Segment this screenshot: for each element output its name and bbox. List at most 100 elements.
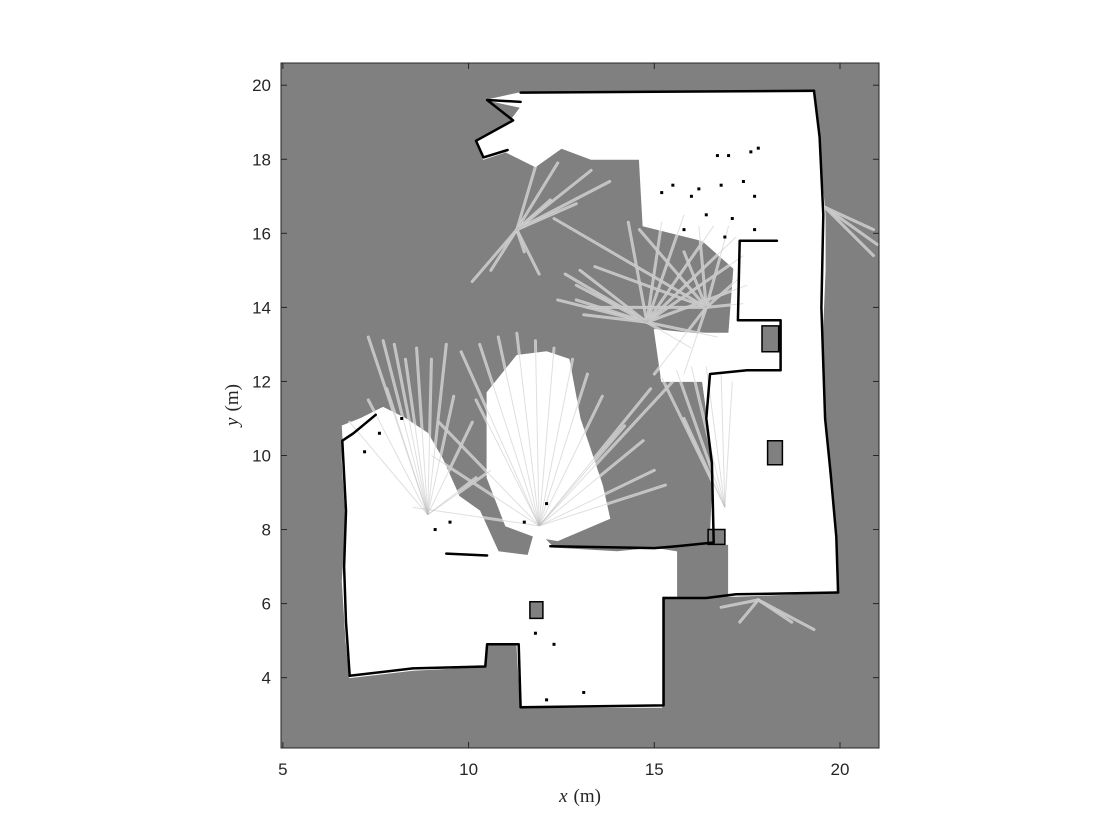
axes-frame <box>280 62 880 749</box>
ray-trace-overlay <box>646 255 744 323</box>
ray-trace-overlay <box>516 169 592 231</box>
occupied-cell <box>756 146 760 150</box>
ray-trace <box>719 598 760 609</box>
ray-trace-overlay <box>490 229 518 271</box>
y-axis: 4 6 8 10 12 14 16 18 20 <box>252 76 879 688</box>
ray-trace-overlay <box>538 388 651 527</box>
ray-trace-overlay <box>538 373 588 526</box>
ray-trace <box>593 265 708 309</box>
ray-trace <box>515 165 537 232</box>
ray-trace-overlay <box>646 222 663 323</box>
y-axis-label-var: y <box>222 417 243 428</box>
occupied-cell <box>545 502 549 506</box>
ray-trace-overlay <box>349 421 429 516</box>
ray-trace-overlay <box>653 307 707 375</box>
ray-trace-overlay <box>724 381 733 508</box>
ray-trace-overlay <box>576 299 648 323</box>
occupied-cell <box>697 187 701 191</box>
ray-trace-overlay <box>538 440 644 527</box>
occupied-wall-east-wall <box>812 89 840 594</box>
ray-trace-overlay <box>516 166 536 230</box>
ray-trace-overlay <box>427 421 473 515</box>
ray-trace <box>645 220 664 324</box>
ray-trace <box>823 205 875 258</box>
unknown-region-obstacle-block-2 <box>529 600 544 620</box>
occupied-cell <box>533 631 537 635</box>
occupied-cell <box>704 213 708 217</box>
x-axis-label: x (m) <box>558 786 601 807</box>
occupied-cell <box>719 183 723 187</box>
occupied-wall-inner-wall-1 <box>445 552 489 557</box>
ray-trace-overlay <box>416 348 429 515</box>
unknown-region-table-block <box>761 325 780 353</box>
ray-trace-overlay <box>516 229 525 252</box>
ray-trace <box>515 202 578 232</box>
ray-trace-overlay <box>516 162 559 230</box>
free-region-west-wing <box>341 406 470 553</box>
ray-trace-overlay <box>824 207 874 256</box>
ray-trace-overlay <box>497 336 540 526</box>
ray-trace-overlay <box>720 374 726 508</box>
ray-trace <box>515 161 560 232</box>
ray-trace-overlay <box>479 344 540 526</box>
occupied-cell <box>730 217 734 221</box>
ray-trace-overlay <box>824 206 878 245</box>
ray-trace <box>578 268 649 324</box>
ray-trace <box>738 598 760 624</box>
occupied-wall-upper-left-edge <box>474 98 522 159</box>
ray-trace-overlay <box>683 418 726 508</box>
occupied-cell <box>400 416 404 420</box>
occupied-cell <box>753 194 757 198</box>
occupied-cell <box>448 520 452 524</box>
ray-trace <box>823 205 875 232</box>
ray-trace-overlay <box>475 399 540 527</box>
ray-trace-overlay <box>698 225 707 308</box>
ray-trace-overlay <box>576 284 648 323</box>
ray-trace-overlay <box>646 225 715 323</box>
ray-trace-overlay <box>382 340 429 515</box>
ray-trace-overlay <box>583 314 647 323</box>
ray-trace-overlay <box>538 484 666 527</box>
y-axis-label-unit: (m) <box>222 384 243 411</box>
occupied-cell <box>377 431 381 435</box>
ray-trace-overlay <box>427 396 455 515</box>
y-tick-label: 10 <box>252 446 271 465</box>
ray-trace-overlay <box>824 206 874 231</box>
ray-trace <box>626 220 649 324</box>
ray-trace-overlay <box>427 469 492 516</box>
ray-trace-overlay <box>627 222 648 323</box>
occupied-wall-inner-wall-3 <box>675 541 715 548</box>
ray-trace <box>823 205 879 246</box>
ray-trace-overlay <box>646 321 718 338</box>
ray-trace-overlay <box>538 381 674 527</box>
occupied-cell <box>522 520 526 524</box>
x-axis: 5 10 15 20 <box>278 63 849 779</box>
occupied-cell <box>582 690 586 694</box>
y-tick-label: 14 <box>252 298 271 317</box>
occupied-cell <box>433 528 437 532</box>
x-tick-label: 10 <box>459 760 478 779</box>
ray-trace-overlay <box>661 377 726 508</box>
ray-trace-overlay <box>557 299 647 323</box>
ray-trace-overlay <box>683 307 707 375</box>
ray-trace-overlay <box>758 599 815 630</box>
ray-trace-overlay <box>646 236 737 323</box>
ray-trace-overlay <box>516 181 610 231</box>
ray-trace-overlay <box>538 425 625 527</box>
ray-trace-overlay <box>516 199 551 230</box>
occupied-cell <box>727 154 731 158</box>
occupied-cell <box>552 642 556 646</box>
occupied-cell <box>689 194 693 198</box>
y-tick-label: 4 <box>262 669 271 688</box>
y-tick-label: 8 <box>262 521 271 540</box>
x-axis-label-var: x <box>558 786 568 807</box>
occupied-wall-south-east-wall <box>662 591 840 600</box>
ray-trace-overlay <box>646 321 692 349</box>
occupied-cell <box>741 179 745 183</box>
occupied-cell <box>753 228 757 232</box>
ray-trace-overlay <box>639 229 707 308</box>
occupied-cell <box>671 183 675 187</box>
occupied-cell <box>749 150 753 154</box>
ray-trace-overlay <box>683 251 707 308</box>
